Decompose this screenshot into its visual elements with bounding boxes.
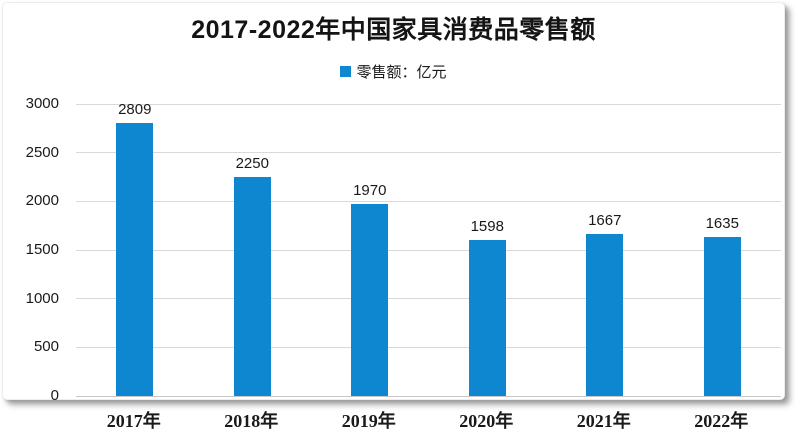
- y-tick-label: 1000: [25, 289, 59, 307]
- bar-value-label: 1970: [353, 182, 387, 200]
- bar-value-label: 1667: [588, 211, 622, 229]
- bar-value-label: 2250: [235, 155, 269, 172]
- x-tick-label: 2020年: [459, 411, 514, 431]
- bar: [468, 240, 506, 396]
- y-tick-label: 0: [50, 387, 59, 404]
- bar: [116, 122, 154, 396]
- x-tick-label: 2017年: [106, 411, 161, 431]
- x-tick-label: 2019年: [341, 411, 396, 431]
- chart-title: 2017-2022年中国家具消费品零售额: [191, 16, 596, 44]
- y-tick-label: 2000: [25, 192, 59, 210]
- gridline: [76, 395, 781, 397]
- gridline: [76, 152, 781, 154]
- bar: [586, 233, 624, 396]
- bar: [703, 236, 741, 396]
- bar: [351, 204, 389, 396]
- gridline: [76, 249, 781, 251]
- bar-value-label: 1598: [470, 218, 504, 236]
- bar-value-label: 2809: [118, 100, 152, 118]
- gridline: [76, 298, 781, 300]
- legend: 零售额：亿元: [3, 61, 784, 82]
- bar: [233, 177, 271, 396]
- gridline: [76, 346, 781, 348]
- y-tick-label: 3000: [25, 95, 59, 112]
- bar-value-label: 1635: [705, 214, 739, 232]
- y-tick-label: 2500: [25, 143, 59, 161]
- x-axis-labels: 2017年 2018年 2019年 2020年 2021年 2022年: [75, 407, 780, 435]
- plot-area: 0 500 1000 1500 2000 2500 3000 2809 2250 1970 1598…: [26, 95, 781, 404]
- legend-label: 零售额：亿元: [356, 64, 447, 81]
- x-tick-label: 2018年: [224, 411, 279, 431]
- chart-card: 2017-2022年中国家具消费品零售额 零售额：亿元 0 500 1000 1500…: [2, 2, 785, 404]
- y-tick-label: 500: [33, 338, 59, 356]
- legend-swatch-icon: [340, 66, 352, 77]
- x-tick-label: 2022年: [694, 411, 749, 431]
- x-tick-label: 2021年: [576, 411, 631, 431]
- gridline: [76, 103, 781, 105]
- y-tick-label: 1500: [25, 241, 59, 258]
- gridline: [76, 200, 781, 202]
